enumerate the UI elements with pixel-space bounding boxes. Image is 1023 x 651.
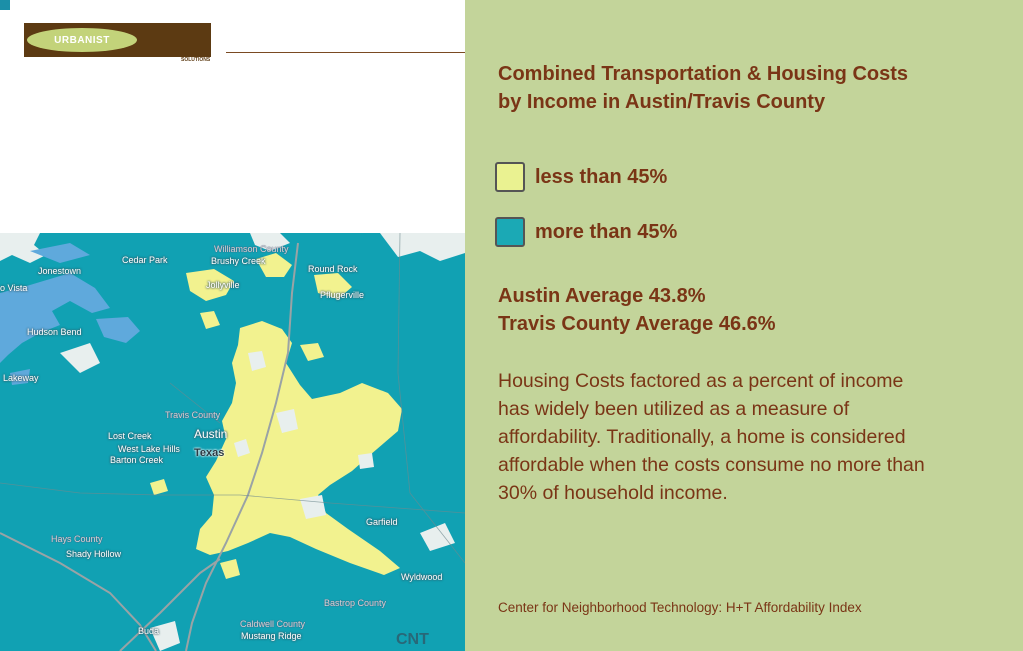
map-label-barton-creek: Barton Creek [110,455,164,465]
legend-swatch-light [495,162,525,192]
travis-average: Travis County Average 46.6% [498,313,776,335]
corner-marker [0,0,10,10]
austin-average: Austin Average 43.8% [498,285,706,307]
info-panel: Combined Transportation & Housing Costs … [465,0,1023,651]
map-label-lakeway: Lakeway [3,373,39,383]
map-label-williamson-county: Williamson County [214,244,289,254]
legend-label-above: more than 45% [535,220,678,243]
map-label-hays-county: Hays County [51,534,103,544]
logo-wordmark: URBANIST [27,28,137,52]
urbanist-logo: URBANIST [24,23,211,57]
map-label-caldwell-county: Caldwell County [240,619,306,629]
source-citation: Center for Neighborhood Technology: H+T … [498,600,862,615]
map-label-travis-county: Travis County [165,410,221,420]
info-title: Combined Transportation & Housing Costs … [498,63,909,113]
legend-swatch-teal [495,217,525,247]
map-label-wyldwood: Wyldwood [401,572,443,582]
body-paragraph: Housing Costs factored as a percent of i… [498,370,925,504]
map-graphic [0,233,465,651]
map-label-buda: Buda [138,626,160,636]
map-label-hudson-bend: Hudson Bend [27,327,82,337]
map-label-bastrop-county: Bastrop County [324,598,387,608]
map-label-austin: Austin [194,427,228,441]
map-label-pflugerville: Pflugerville [320,290,365,300]
legend-item-below: less than 45% [495,162,667,192]
map-label-lost-creek: Lost Creek [108,431,152,441]
austin-affordability-map: Cedar Park Brushy Creek Williamson Count… [0,233,465,651]
map-label-garfield: Garfield [366,517,398,527]
map-label-round-rock: Round Rock [308,264,358,274]
legend-item-above: more than 45% [495,217,677,247]
map-label-west-lake-hills: West Lake Hills [118,444,180,454]
map-label-jonestown: Jonestown [38,266,82,276]
logo-subtitle: SOLUTIONS [181,57,211,63]
map-label-texas: Texas [194,447,225,459]
cnt-watermark: CNT [396,631,429,648]
map-label-jollyville: Jollyville [206,280,240,290]
map-label-brushy-creek: Brushy Creek [211,256,266,266]
legend-label-below: less than 45% [535,165,668,188]
map-label-cedar-park: Cedar Park [122,255,168,265]
header-divider [226,52,466,53]
map-label-shady-hollow: Shady Hollow [66,549,122,559]
map-label-mustang-ridge: Mustang Ridge [241,631,302,641]
map-label-point-venture: o Vista [0,283,28,293]
